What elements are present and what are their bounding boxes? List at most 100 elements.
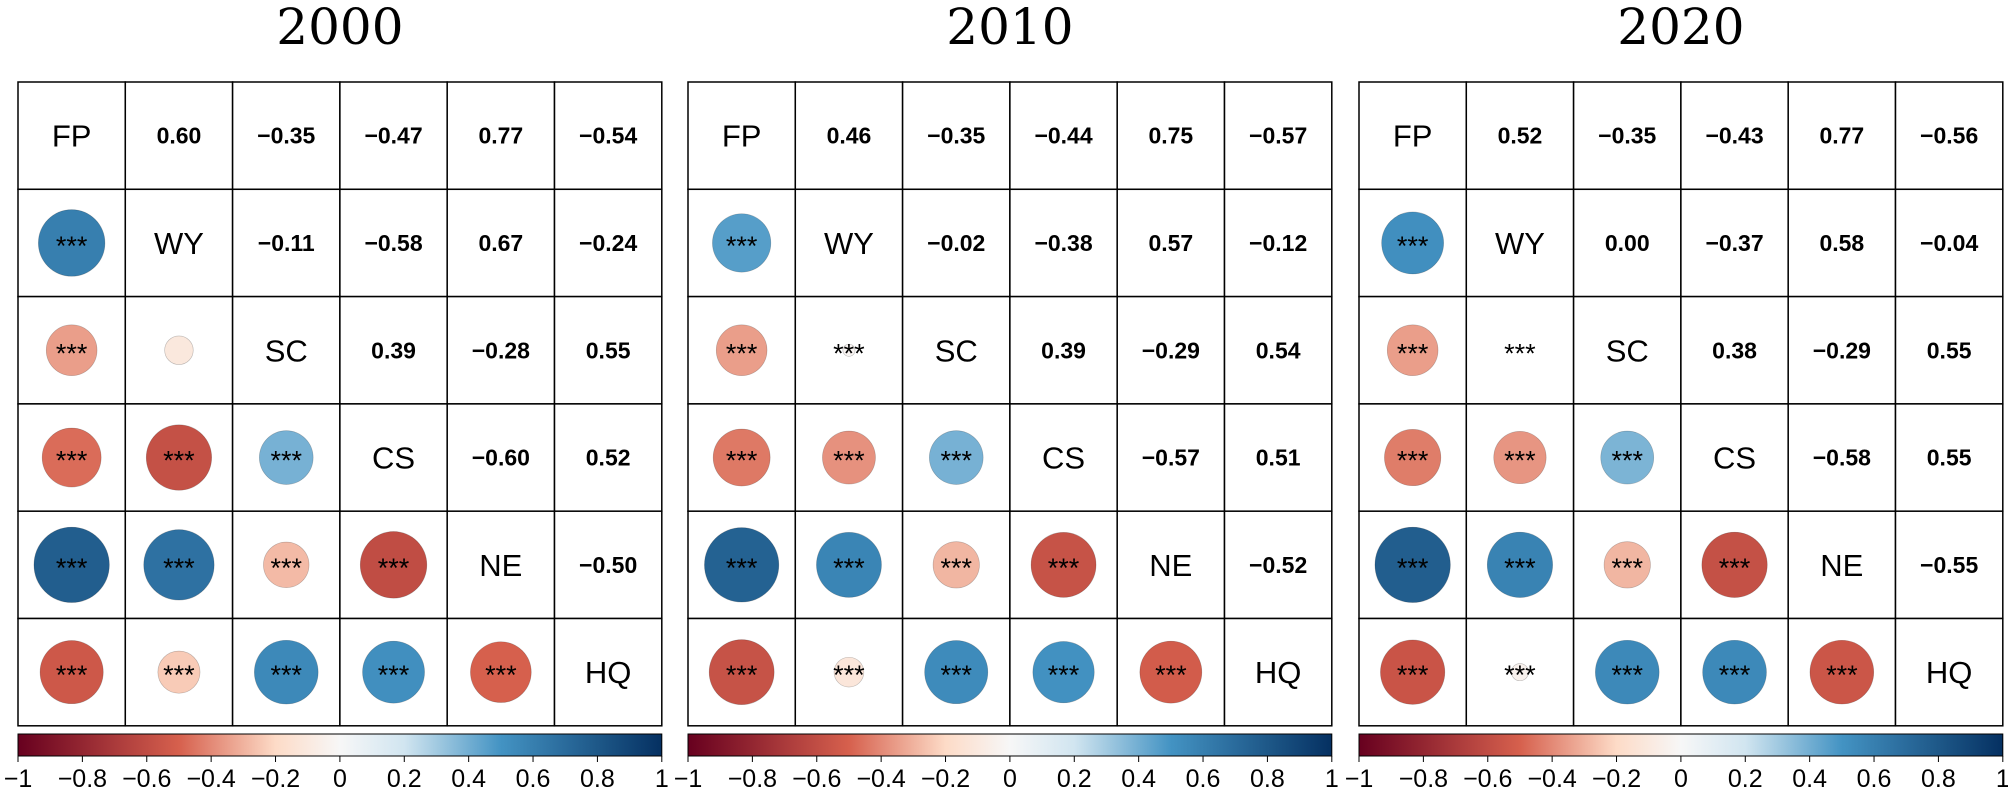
correlation-circle	[45, 324, 98, 376]
correlation-value: −0.44	[1034, 123, 1092, 149]
colorbar-tick-label: 0	[333, 765, 347, 793]
correlation-value: −0.28	[472, 337, 530, 363]
correlation-circle	[1809, 639, 1875, 705]
variable-label: HQ	[1926, 655, 1973, 690]
matrix-cell	[1680, 295, 1789, 405]
colorbar	[687, 733, 1333, 757]
matrix-cell	[446, 403, 556, 512]
correlation-value: 0.39	[371, 337, 416, 363]
correlation-circle	[143, 529, 215, 601]
colorbar-tick-label: 0	[1674, 765, 1688, 793]
correlation-value: 0.46	[827, 123, 872, 149]
matrix-cell	[1223, 81, 1333, 191]
correlation-circle	[259, 430, 314, 485]
panel-title: 2010	[946, 0, 1073, 56]
matrix-cell	[1572, 188, 1682, 298]
matrix-cell	[1787, 188, 1897, 298]
correlation-value: −0.57	[1249, 123, 1307, 149]
correlation-value: −0.37	[1705, 230, 1763, 256]
correlation-circle	[157, 650, 201, 694]
matrix-cell	[553, 617, 663, 727]
matrix-cell	[1894, 81, 2004, 191]
variable-label: HQ	[1255, 655, 1302, 690]
significance-stars: ***	[56, 338, 88, 368]
colorbar-tick-label: −0.2	[251, 765, 300, 793]
matrix-cell	[1223, 617, 1333, 727]
significance-stars: ***	[1504, 446, 1536, 476]
matrix-cell	[553, 295, 663, 405]
matrix-cell	[1894, 403, 2004, 512]
colorbar-tick-label: 1	[1996, 765, 2008, 793]
significance-stars: ***	[726, 660, 758, 690]
colorbar-tick-label: 0.2	[1728, 765, 1763, 793]
correlation-circle	[359, 531, 428, 599]
correlation-value: −0.35	[257, 123, 315, 149]
correlation-circle	[842, 343, 856, 357]
correlation-value: 0.77	[478, 123, 523, 149]
significance-stars: ***	[1611, 553, 1643, 583]
correlation-circle	[33, 526, 110, 603]
colorbar-tick-label: 1	[1325, 765, 1339, 793]
matrix-cell	[1894, 188, 2004, 298]
colorbar-tick-label: 0.6	[1186, 765, 1221, 793]
matrix-cell	[446, 510, 556, 620]
variable-label: NE	[1820, 548, 1863, 583]
correlation-circle	[1600, 430, 1655, 485]
correlation-circle	[833, 656, 865, 688]
correlation-value: 0.52	[586, 445, 631, 471]
correlation-value: 0.57	[1148, 230, 1193, 256]
correlation-value: 0.54	[1256, 337, 1301, 363]
correlation-circle	[1139, 640, 1203, 704]
significance-stars: ***	[378, 660, 410, 690]
variable-label: FP	[722, 119, 762, 154]
matrix-cell	[1787, 81, 1897, 191]
colorbar	[1358, 733, 2004, 757]
correlation-circle	[1374, 526, 1451, 603]
colorbar-tick-label: 1	[655, 765, 669, 793]
matrix-cell	[124, 81, 234, 191]
matrix-cell	[1009, 295, 1118, 405]
correlation-circle	[1511, 663, 1529, 682]
correlation-circle	[38, 209, 106, 277]
variable-label: FP	[1393, 119, 1433, 154]
colorbar-tick-label: 0.8	[580, 765, 615, 793]
correlation-circle	[1493, 431, 1547, 485]
correlation-value: −0.50	[579, 552, 637, 578]
significance-stars: ***	[1397, 338, 1429, 368]
correlation-value: 0.52	[1498, 123, 1543, 149]
significance-stars: ***	[56, 231, 88, 261]
correlation-value: 0.55	[586, 337, 631, 363]
significance-stars: ***	[1504, 660, 1536, 690]
significance-stars: ***	[1719, 553, 1751, 583]
correlation-value: −0.57	[1142, 445, 1200, 471]
matrix-cell	[231, 81, 341, 191]
correlation-value: −0.24	[579, 230, 637, 256]
variable-label: FP	[52, 119, 92, 154]
matrix-cell	[1116, 188, 1226, 298]
matrix-cell	[1223, 295, 1333, 405]
panel-title: 2000	[276, 0, 403, 56]
matrix-cell	[1116, 510, 1226, 620]
significance-stars: ***	[163, 660, 195, 690]
variable-label: WY	[824, 226, 874, 261]
colorbar-tick-label: −0.2	[1592, 765, 1641, 793]
significance-stars: ***	[163, 446, 195, 476]
colorbar-tick-label: −0.8	[1399, 765, 1448, 793]
matrix-cell	[1572, 295, 1682, 405]
colorbar-tick-label: 0.4	[1121, 765, 1156, 793]
correlation-circle	[822, 430, 876, 485]
significance-stars: ***	[1504, 338, 1536, 368]
colorbar-tick-label: 0.4	[451, 765, 486, 793]
correlation-circle	[39, 640, 104, 705]
significance-stars: ***	[1397, 553, 1429, 583]
correlation-value: 0.38	[1712, 337, 1757, 363]
matrix-cell	[901, 81, 1011, 191]
correlation-circle	[924, 640, 989, 705]
matrix-cell	[1223, 188, 1333, 298]
correlation-value: −0.56	[1920, 123, 1978, 149]
variable-label: WY	[154, 226, 204, 261]
colorbar-tick-label: −0.8	[58, 765, 107, 793]
colorbar-tick-label: −0.4	[1527, 765, 1576, 793]
correlation-value: −0.04	[1920, 230, 1978, 256]
